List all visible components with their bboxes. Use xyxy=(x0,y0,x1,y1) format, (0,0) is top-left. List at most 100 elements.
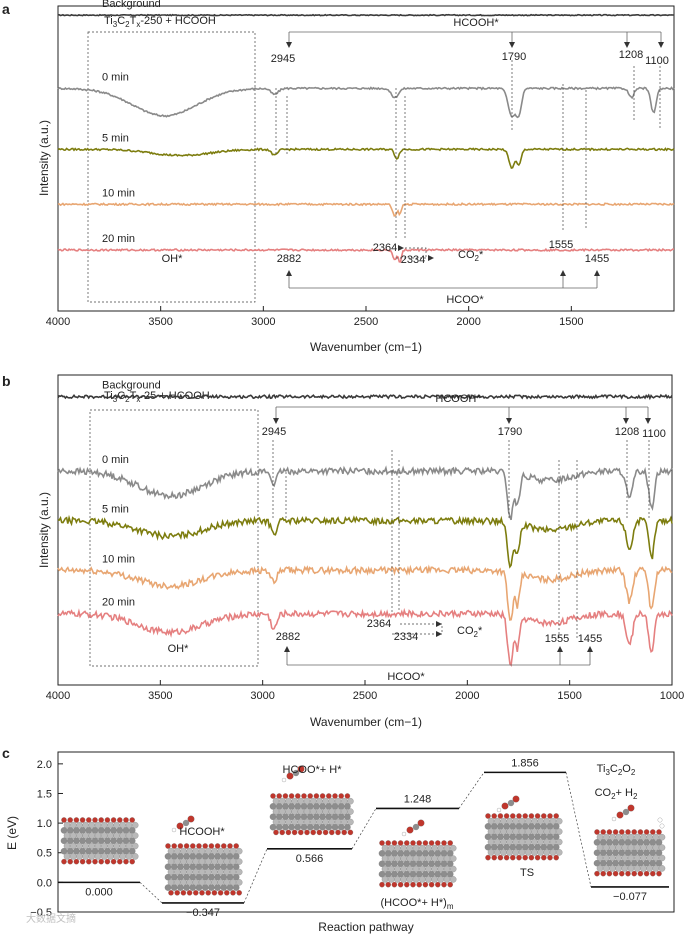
x-tick-label-3000: 3000 xyxy=(251,316,275,328)
molecule-hcoo-m xyxy=(401,819,425,837)
series-label-20-min: 20 min xyxy=(102,233,135,245)
energy-value-3: 1.248 xyxy=(404,793,432,805)
co2-annotation-b: 2364 2334 CO2* xyxy=(367,618,483,643)
panel-letter-c: c xyxy=(2,745,10,761)
watermark: 大数据文摘 xyxy=(26,912,76,925)
slab-model-hcooh xyxy=(164,843,243,896)
hcoo-label-a: HCOO* xyxy=(446,294,484,306)
hcooh-label-b: HCOOH* xyxy=(435,393,481,405)
molecule-hcooh xyxy=(171,815,195,833)
y-tick-label-0: −0.5 xyxy=(30,907,52,919)
x-tick-label-4000: 4000 xyxy=(46,316,70,328)
connector-3 xyxy=(458,772,485,809)
series-label-background: Background xyxy=(102,380,161,392)
x-tick-label-1500: 1500 xyxy=(559,316,583,328)
series-line-20-min xyxy=(57,607,673,667)
x-tick-label-3000: 3000 xyxy=(250,690,274,702)
x-axis-label-b: Wavenumber (cm−1) xyxy=(310,715,422,729)
panel-b: b Intensity (a.u.) Ti3C2Tx-25 + HCOOH OH… xyxy=(2,373,684,729)
molecule-hcoo xyxy=(281,765,305,783)
energy-value-1: −0.347 xyxy=(186,907,220,919)
x-tick-label-3500: 3500 xyxy=(148,316,172,328)
hcoo-mark-1455-a: 1455 xyxy=(585,253,609,265)
x-tick-label-2500: 2500 xyxy=(354,316,378,328)
series-line-20-min xyxy=(57,247,674,263)
peak-guides-b xyxy=(272,440,650,640)
slab-model-product xyxy=(593,829,666,877)
series-label-20-min: 20 min xyxy=(102,597,135,609)
x-tick-label-1500: 1500 xyxy=(557,690,581,702)
plot-frame-a xyxy=(57,5,675,312)
hydrogen-atom-2 xyxy=(659,823,665,829)
series-labels-a: Background 0 min 5 min 10 min 20 min xyxy=(102,0,161,245)
hcoo-mark-2882-a: 2882 xyxy=(277,253,301,265)
series-label-0-min: 0 min xyxy=(102,454,129,466)
co2-label-b: CO2* xyxy=(457,625,483,639)
series-line-5-min xyxy=(57,147,675,169)
co2-mark-2334-b: 2334 xyxy=(394,631,418,643)
series-label-10-min: 10 min xyxy=(102,187,135,199)
co2-mark-2334-a: 2334 xyxy=(401,254,425,266)
slab-model-hcoo-h-m xyxy=(378,840,457,888)
series-line-10-min xyxy=(57,202,675,217)
hcooh-mark-2945-a: 2945 xyxy=(271,53,295,65)
x-axis-ticks-b: 4000 3500 3000 2500 2000 1500 1000 xyxy=(46,680,684,702)
slab-model-ts xyxy=(484,813,563,861)
hcoo-mark-1555-b: 1555 xyxy=(545,633,569,645)
hcooh-mark-1100-b: 1100 xyxy=(642,428,666,440)
hcoo-annotation-b: 2882 1555 1455 HCOO* xyxy=(276,631,602,683)
hcoo-mark-2882-b: 2882 xyxy=(276,631,300,643)
x-tick-label-2000: 2000 xyxy=(455,690,479,702)
structure-models-c xyxy=(60,765,666,896)
hcooh-annotation-b: HCOOH* 2945 1790 1208 1100 xyxy=(262,393,666,440)
slab-model-hcoo-h xyxy=(269,793,354,836)
y-tick-label-3: 1.0 xyxy=(37,818,52,830)
connector-0 xyxy=(139,882,163,904)
x-axis-label-a: Wavenumber (cm−1) xyxy=(310,340,422,354)
y-axis-label-c: E (eV) xyxy=(5,816,19,850)
connector-1 xyxy=(243,848,268,904)
x-axis-ticks-a: 4000 3500 3000 2500 2000 1500 xyxy=(46,306,584,328)
product-title-c: Ti3C2O2 xyxy=(597,763,636,777)
x-axis-label-c: Reaction pathway xyxy=(318,920,413,934)
x-tick-label-2000: 2000 xyxy=(456,316,480,328)
co2-label-a: CO2* xyxy=(458,249,484,263)
connector-2 xyxy=(351,808,377,850)
series-line-background xyxy=(58,13,674,17)
y-tick-label-2: 0.5 xyxy=(37,848,52,860)
plot-frame-c xyxy=(57,751,675,913)
co2-mark-2364-a: 2364 xyxy=(373,242,397,254)
energy-value-2: 0.566 xyxy=(296,853,324,865)
y-axis-ticks-c: −0.5 0.0 0.5 1.0 1.5 2.0 xyxy=(30,759,63,919)
series-group-a xyxy=(57,13,675,263)
series-label-5-min: 5 min xyxy=(102,132,129,144)
peak-guides-a xyxy=(275,60,661,240)
hcoo-mark-1455-b: 1455 xyxy=(578,633,602,645)
series-group-b xyxy=(57,393,673,667)
panel-letter-b: b xyxy=(2,373,11,389)
x-tick-label-2500: 2500 xyxy=(353,690,377,702)
y-tick-label-5: 2.0 xyxy=(37,759,52,771)
molecule-co2 xyxy=(611,804,635,822)
hcooh-mark-2945-b: 2945 xyxy=(262,426,286,438)
hydrogen-atom xyxy=(657,817,663,823)
y-axis-label-b: Intensity (a.u.) xyxy=(37,492,51,568)
energy-value-5: −0.077 xyxy=(613,891,647,903)
co2-annotation-a: 2364 2334 CO2* xyxy=(373,242,484,266)
x-tick-label-3500: 3500 xyxy=(148,690,172,702)
hcooh-mark-1790-a: 1790 xyxy=(502,51,526,63)
panel-a: a Intensity (a.u.) Ti3C2Tx-250 + HCOOH O… xyxy=(2,0,675,354)
energy-value-0: 0.000 xyxy=(85,886,113,898)
hcoo-annotation-a: 2882 1555 1455 HCOO* xyxy=(277,239,609,306)
state-name-2: HCOO*+ H* xyxy=(283,764,343,776)
series-labels-b: Background 0 min 5 min 10 min 20 min xyxy=(102,380,161,609)
series-line-10-min xyxy=(57,564,673,621)
state-name-3: (HCOO*+ H*)m xyxy=(381,897,454,911)
energy-value-4: 1.856 xyxy=(511,757,539,769)
series-line-background xyxy=(57,393,673,401)
series-label-10-min: 10 min xyxy=(102,553,135,565)
oh-region-box-a xyxy=(87,31,256,303)
energy-levels-c: 0.000 −0.347 0.566 1.248 1.856 −0.077 HCOOH* HC… xyxy=(58,757,669,919)
hcooh-mark-1100-a: 1100 xyxy=(645,55,669,67)
series-line-0-min xyxy=(57,86,675,119)
